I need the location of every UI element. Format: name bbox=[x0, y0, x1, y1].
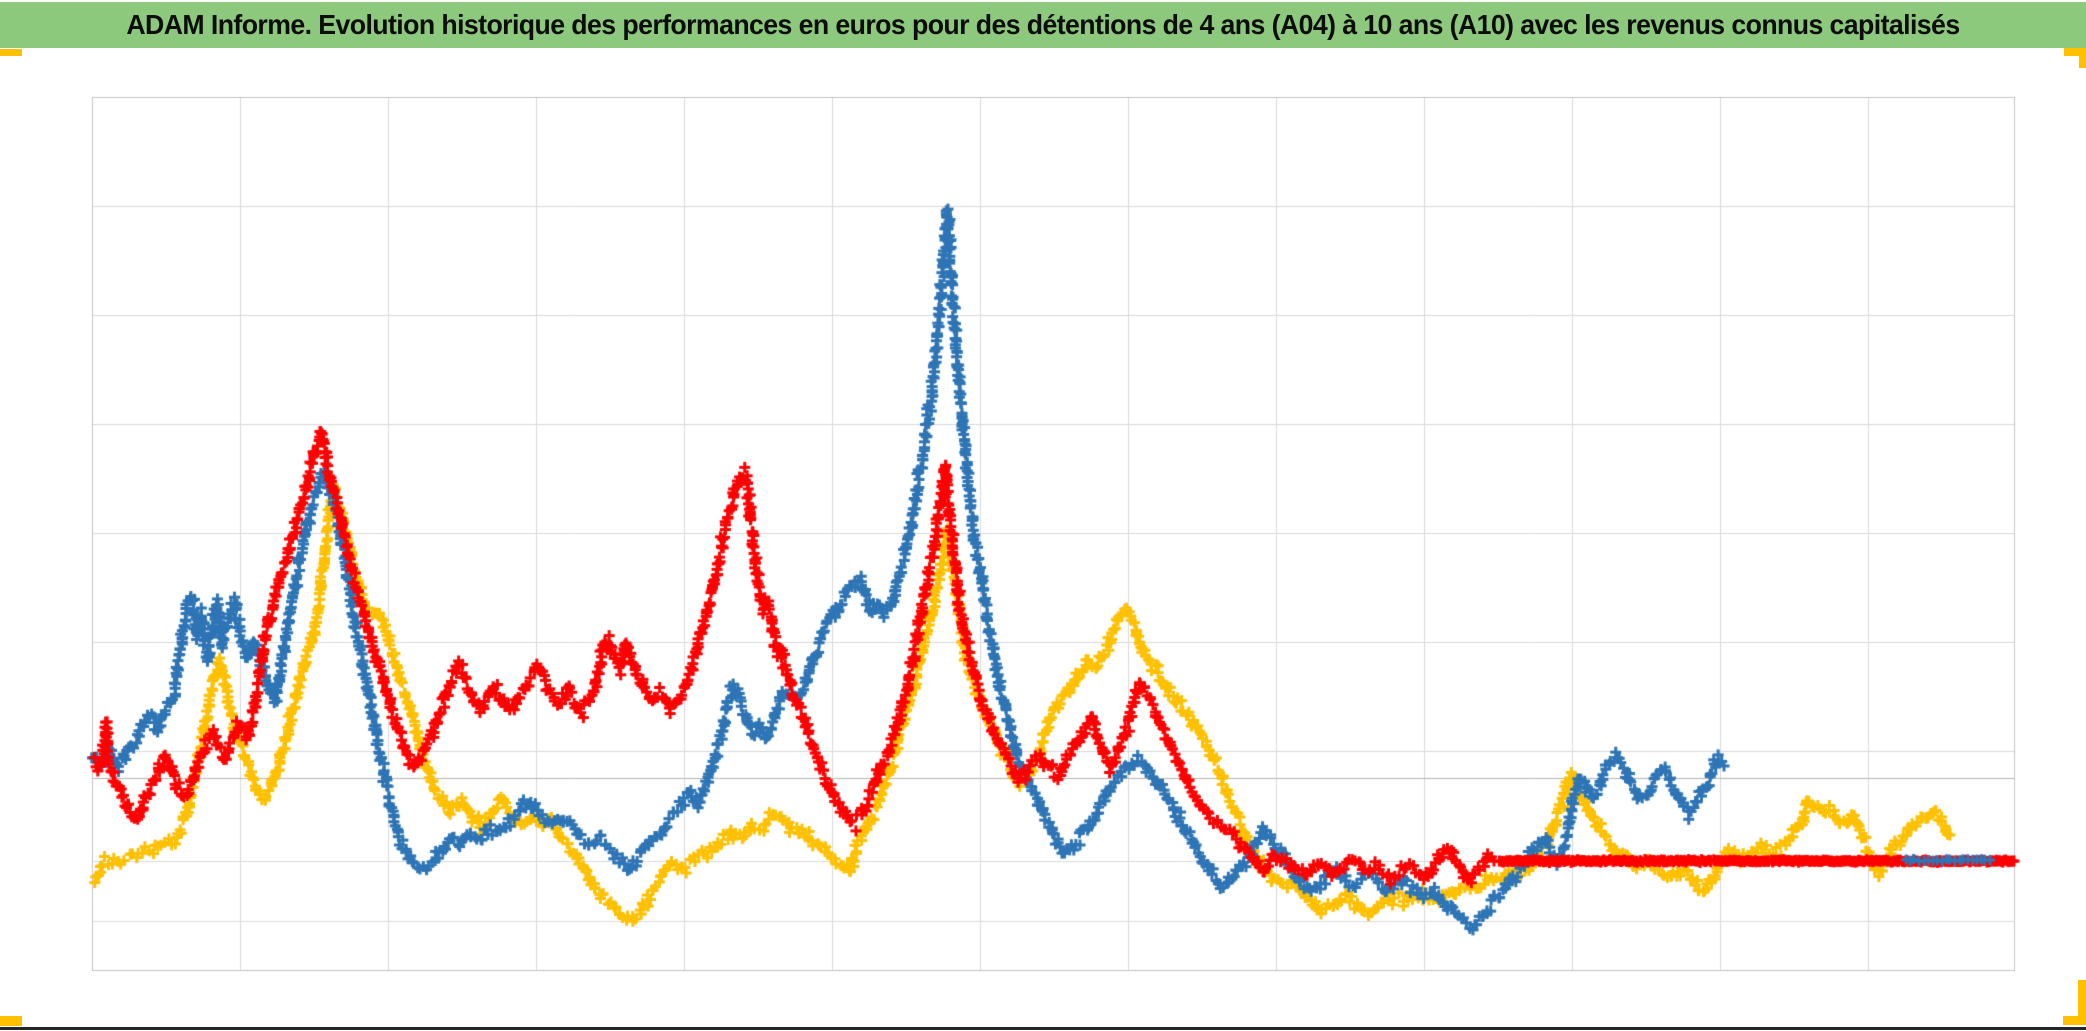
corner-mark-bottom-left bbox=[0, 1016, 22, 1026]
corner-mark-top-left bbox=[0, 49, 22, 56]
chart-title: ADAM Informe. Evolution historique des p… bbox=[126, 9, 1960, 40]
corner-mark-top-right-vertical bbox=[2079, 48, 2086, 68]
corner-mark-top-right-horizontal bbox=[2064, 48, 2086, 56]
bottom-border-rule bbox=[0, 1027, 2086, 1030]
corner-mark-bottom-right-horizontal bbox=[2063, 1016, 2086, 1025]
corner-mark-bottom-right-vertical bbox=[2078, 980, 2086, 1025]
chart-title-bar: ADAM Informe. Evolution historique des p… bbox=[0, 2, 2086, 48]
